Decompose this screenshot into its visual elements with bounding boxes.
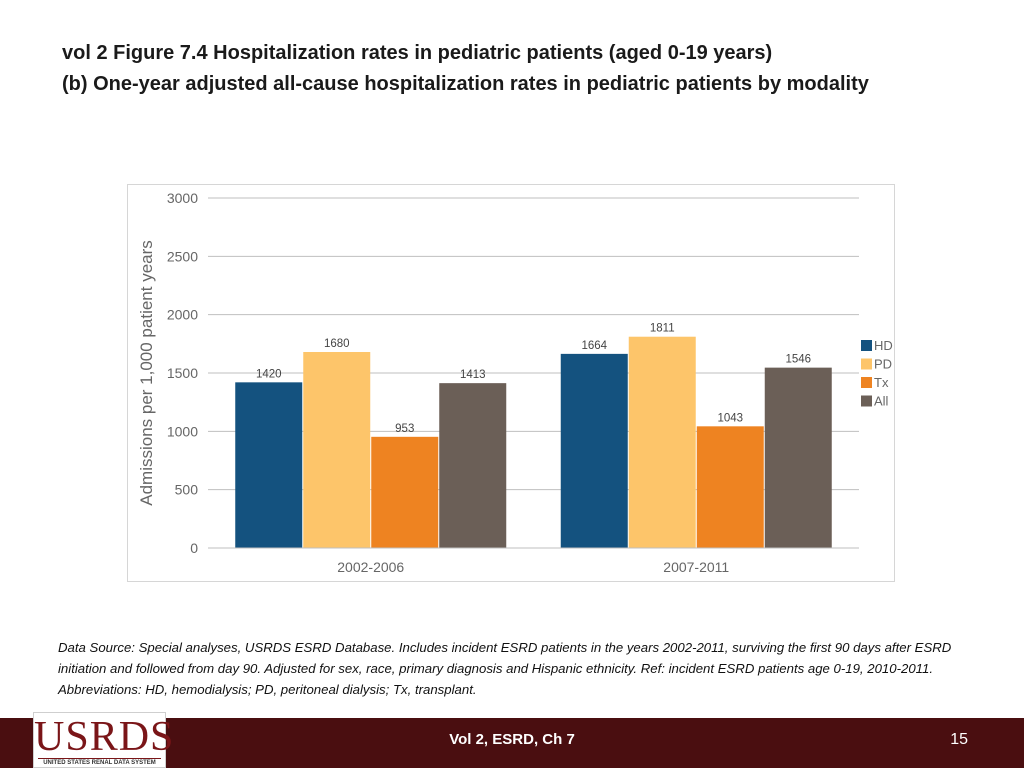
footer-label: Vol 2, ESRD, Ch 7 [449,731,575,748]
data-label: 953 [395,423,414,435]
bar-all [439,383,507,548]
y-tick-label: 3000 [167,190,198,206]
data-label: 1811 [650,323,675,335]
bar-all [764,367,832,548]
data-label: 1413 [460,369,486,381]
bar-chart: 0 500 1000 1500 2000 2500 3000 Admissions per 1… [137,190,893,575]
legend-swatch-hd [861,340,872,351]
y-tick-label: 500 [175,482,199,498]
bar-hd [560,353,628,548]
bar-tx [371,436,439,548]
data-label: 1420 [256,368,282,380]
usrds-logo: USRDS UNITED STATES RENAL DATA SYSTEM [33,712,175,768]
logo-subtext: UNITED STATES RENAL DATA SYSTEM [43,760,156,766]
legend-label-hd: HD [874,338,893,353]
x-tick-label: 2007-2011 [663,559,729,575]
legend-swatch-all [861,395,872,407]
y-tick-label: 1000 [167,423,198,439]
logo-rule [38,758,161,759]
title-line-1: vol 2 Figure 7.4 Hospitalization rates i… [62,42,773,64]
data-label: 1680 [324,338,350,350]
legend-swatch-pd [861,358,872,370]
bar-hd [235,382,303,548]
legend-swatch-tx [861,377,872,388]
y-axis-label: Admissions per 1,000 patient years [137,240,156,506]
y-tick-label: 1500 [167,365,198,381]
y-tick-label: 0 [190,540,198,556]
y-tick-label: 2500 [167,248,198,264]
data-source-note: Data Source: Special analyses, USRDS ESR… [58,640,952,697]
slide-title: vol 2 Figure 7.4 Hospitalization rates i… [62,38,1002,100]
data-label: 1546 [785,354,811,366]
bar-tx [696,426,764,548]
legend-label-pd: PD [874,357,892,372]
logo-word: USRDS [34,714,175,760]
footer-bar [0,718,1024,768]
data-label: 1043 [717,412,743,424]
bar-pd [628,336,696,548]
legend-label-tx: Tx [874,375,889,390]
y-tick-label: 2000 [167,307,198,323]
x-tick-label: 2002-2006 [337,559,404,575]
legend-label-all: All [874,394,889,409]
bar-pd [303,352,371,548]
page-number: 15 [950,731,968,748]
chart-frame: 0 500 1000 1500 2000 2500 3000 Admissions per 1… [127,184,895,582]
data-label: 1664 [581,340,607,352]
title-line-2: (b) One-year adjusted all-cause hospital… [62,73,869,95]
